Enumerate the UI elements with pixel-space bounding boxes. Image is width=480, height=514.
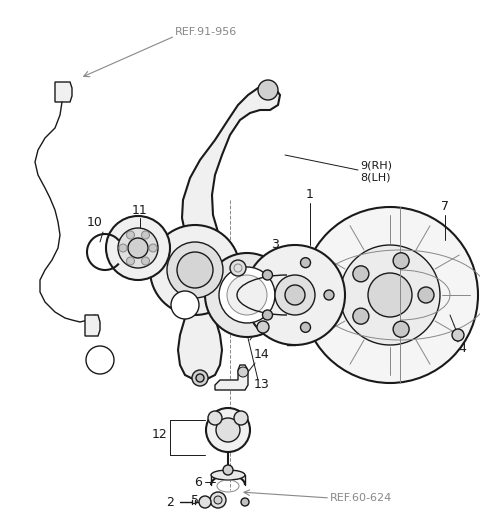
Circle shape (263, 270, 273, 280)
Circle shape (418, 287, 434, 303)
Circle shape (241, 498, 249, 506)
Text: 8(LH): 8(LH) (360, 172, 391, 182)
Circle shape (206, 408, 250, 452)
Text: 6: 6 (194, 475, 202, 488)
Text: 11: 11 (132, 204, 148, 216)
Circle shape (234, 411, 248, 425)
Circle shape (106, 216, 170, 280)
Text: 7: 7 (441, 200, 449, 213)
Circle shape (142, 231, 149, 239)
Circle shape (128, 238, 148, 258)
Circle shape (257, 321, 269, 333)
Circle shape (223, 465, 233, 475)
Circle shape (393, 321, 409, 337)
Circle shape (263, 310, 273, 320)
Circle shape (353, 308, 369, 324)
Polygon shape (178, 305, 222, 380)
Circle shape (300, 258, 311, 268)
Polygon shape (215, 365, 248, 390)
Text: 2: 2 (166, 495, 174, 508)
Circle shape (285, 285, 305, 305)
Circle shape (208, 411, 222, 425)
Circle shape (300, 322, 311, 333)
Circle shape (393, 253, 409, 269)
Circle shape (127, 231, 134, 239)
Circle shape (353, 266, 369, 282)
Circle shape (210, 492, 226, 508)
Circle shape (368, 273, 412, 317)
Circle shape (302, 207, 478, 383)
Circle shape (452, 329, 464, 341)
Circle shape (150, 225, 240, 315)
Circle shape (275, 275, 315, 315)
Circle shape (340, 245, 440, 345)
Circle shape (238, 367, 248, 377)
Text: A: A (182, 300, 188, 310)
Text: REF.91-956: REF.91-956 (175, 27, 237, 37)
Circle shape (118, 228, 158, 268)
Text: 5: 5 (191, 493, 199, 506)
Circle shape (86, 346, 114, 374)
Circle shape (127, 257, 134, 265)
Text: 13: 13 (254, 378, 270, 392)
Circle shape (149, 244, 157, 252)
Polygon shape (55, 82, 72, 102)
Circle shape (142, 257, 149, 265)
Text: 12: 12 (152, 429, 168, 442)
Circle shape (171, 291, 199, 319)
Ellipse shape (211, 470, 245, 480)
Circle shape (177, 252, 213, 288)
Text: 10: 10 (87, 215, 103, 229)
Text: 3: 3 (271, 238, 279, 251)
Text: 14: 14 (254, 348, 270, 361)
Text: 9(RH): 9(RH) (360, 160, 392, 170)
Circle shape (227, 275, 267, 315)
Polygon shape (85, 315, 100, 336)
Circle shape (167, 242, 223, 298)
Circle shape (192, 370, 208, 386)
Circle shape (214, 496, 222, 504)
Text: 1: 1 (306, 189, 314, 201)
Circle shape (258, 80, 278, 100)
Circle shape (324, 290, 334, 300)
Circle shape (245, 245, 345, 345)
Circle shape (199, 496, 211, 508)
Circle shape (205, 253, 289, 337)
Text: REF.60-624: REF.60-624 (330, 493, 392, 503)
Polygon shape (182, 86, 280, 270)
Circle shape (196, 374, 204, 382)
Text: A: A (96, 355, 103, 365)
Circle shape (219, 267, 275, 323)
Circle shape (230, 260, 246, 276)
Circle shape (216, 418, 240, 442)
Text: 4: 4 (458, 341, 466, 355)
Circle shape (119, 244, 127, 252)
